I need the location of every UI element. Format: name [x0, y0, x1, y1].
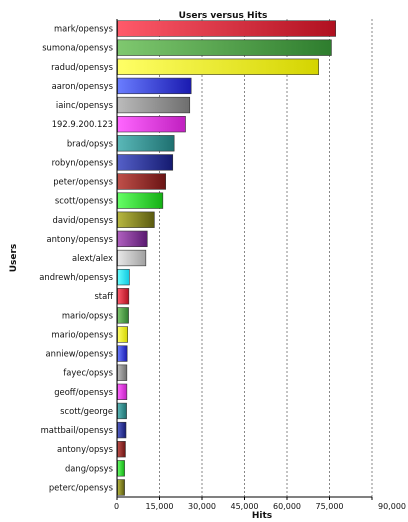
category-label: aaron/opensys [52, 81, 113, 91]
category-label: robyn/opensys [52, 157, 113, 167]
bar-robyn-opensys [117, 154, 174, 171]
category-label: geoff/opensys [54, 387, 113, 397]
chart-title: Users versus Hits [179, 11, 268, 21]
bar-aaron-opensys [117, 77, 192, 95]
bar-iainc-opensys [117, 96, 191, 114]
bar-mark-opensys [117, 20, 336, 37]
category-label: brad/opsys [67, 138, 113, 148]
x-tick-label: 60,000 [273, 502, 301, 511]
bars [117, 20, 336, 496]
x-tick-label: 30,000 [188, 502, 216, 511]
x-tick-label: 75,000 [316, 502, 344, 511]
category-label: alext/alex [72, 253, 113, 263]
bar-radud-opensys [117, 58, 319, 75]
bar-peterc-opensys [117, 479, 125, 496]
category-label: radud/opensys [51, 62, 113, 72]
category-label: andrewh/opensys [39, 272, 113, 282]
x-ticks: 0 15,000 30,000 45,000 60,000 75,000 90,000 [114, 497, 406, 511]
category-label: peter/opensys [53, 177, 113, 187]
bar-scott-george [117, 402, 127, 420]
bar-brad-opsys [117, 135, 175, 152]
x-axis-label: Hits [252, 511, 272, 521]
bar-geoff-opensys [117, 383, 128, 400]
bar-mattbail-opensys [117, 421, 127, 439]
category-label: antony/opensys [46, 234, 113, 244]
category-label: fayec/opsys [63, 368, 113, 378]
category-label: peterc/opensys [49, 482, 113, 492]
category-label: iainc/opensys [56, 100, 113, 110]
bar-antony-opensys [117, 230, 148, 248]
x-tick-label: 45,000 [231, 502, 259, 511]
category-label: antony/opsys [57, 444, 113, 454]
bar-mario-opensys [117, 326, 128, 343]
category-label: 192.9.200.123 [52, 119, 113, 129]
category-labels: mark/opensys sumona/opensys radud/opensys a… [39, 24, 113, 493]
category-label: scott/opensys [55, 196, 113, 206]
bar-peter-opensys [117, 173, 166, 190]
bar-mario-opsys [117, 307, 129, 324]
category-label: sumona/opensys [42, 43, 113, 53]
bar-192-9-200-123 [117, 116, 186, 133]
y-axis-label: Users [9, 244, 19, 273]
category-label: mark/opensys [54, 24, 113, 34]
bar-antony-opsys [117, 441, 126, 458]
bar-anniew-opensys [117, 345, 128, 362]
bar-andrewh-opensys [117, 268, 130, 286]
category-label: david/opensys [53, 215, 113, 225]
category-label: mario/opsys [62, 310, 113, 320]
x-tick-label: 90,000 [378, 502, 406, 511]
x-tick-label: 0 [114, 502, 119, 511]
bar-scott-opensys [117, 192, 164, 209]
category-label: staff [94, 291, 113, 301]
bar-david-opensys [117, 211, 155, 228]
category-label: anniew/opensys [46, 349, 113, 359]
x-tick-label: 15,000 [146, 502, 174, 511]
bar-sumona-opensys [117, 39, 332, 56]
category-label: dang/opsys [65, 463, 113, 473]
bar-fayec-opsys [117, 364, 128, 381]
bar-alext-alex [117, 249, 147, 267]
category-label: mario/opensys [51, 329, 113, 339]
bar-staff [117, 288, 130, 305]
bar-dang-opsys [117, 460, 125, 477]
category-label: scott/george [60, 406, 113, 416]
category-label: mattbail/opensys [41, 425, 113, 435]
